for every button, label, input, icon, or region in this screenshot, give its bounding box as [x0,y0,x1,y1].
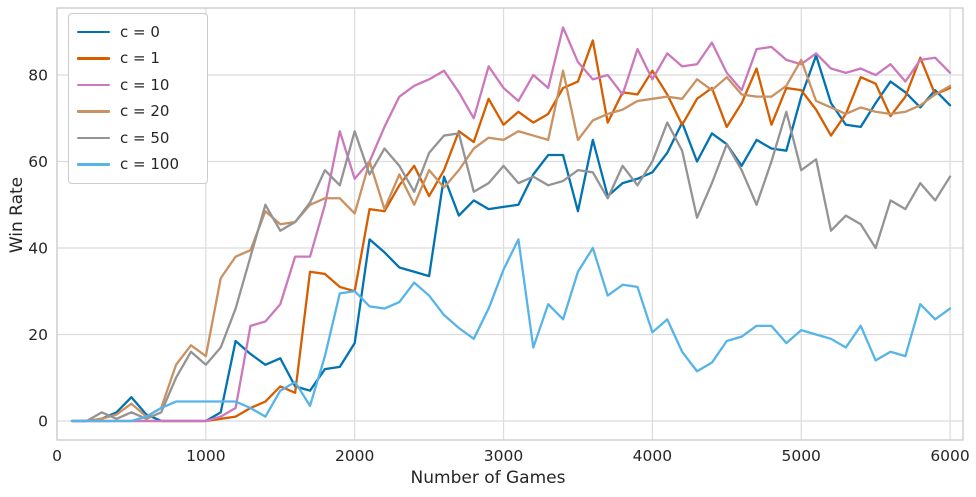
x-tick-label: 5000 [781,447,820,465]
legend-line-swatch [77,83,110,87]
legend-item-1: c = 1 [77,50,197,68]
y-tick-label: 20 [28,326,48,344]
legend-line-swatch [77,163,110,166]
x-tick-label: 6000 [930,447,969,465]
legend-label: c = 20 [120,102,170,120]
series-line-3 [70,58,952,423]
x-tick-label: 2000 [335,447,374,465]
x-tick-label: 0 [52,447,62,465]
series-line-0 [70,54,952,423]
series-line-1 [70,39,952,423]
legend-label: c = 50 [120,128,170,147]
y-tick-label: 60 [28,153,48,171]
y-tick-label: 80 [28,67,48,85]
legend-line-swatch [77,57,110,60]
x-tick-label: 4000 [633,447,672,465]
x-axis-label: Number of Games [410,468,566,488]
legend-label: c = 1 [120,49,160,67]
series-line-5 [70,238,952,423]
legend-item-5: c = 100 [77,156,197,174]
legend-line-swatch [77,30,110,34]
x-tick-label: 3000 [484,447,523,465]
y-axis-label: Win Rate [7,176,27,254]
legend-item-4: c = 50 [77,129,197,147]
plot-background [57,8,963,440]
series-line-4 [70,110,952,423]
legend-line-swatch [77,136,110,140]
series-line-2 [70,26,952,423]
legend-item-2: c = 10 [77,76,197,94]
y-tick-label: 40 [28,240,48,258]
legend: c = 0 c = 1 c = 10 c = 20 c = 50 c = 100 [68,13,208,184]
y-tick-label: 0 [38,412,48,430]
legend-label: c = 0 [120,22,160,41]
plot-border [56,7,964,441]
legend-label: c = 10 [120,75,170,94]
legend-item-3: c = 20 [77,103,197,121]
legend-item-0: c = 0 [77,23,197,41]
legend-line-swatch [77,110,110,113]
x-tick-label: 1000 [186,447,225,465]
legend-label: c = 100 [120,155,179,173]
